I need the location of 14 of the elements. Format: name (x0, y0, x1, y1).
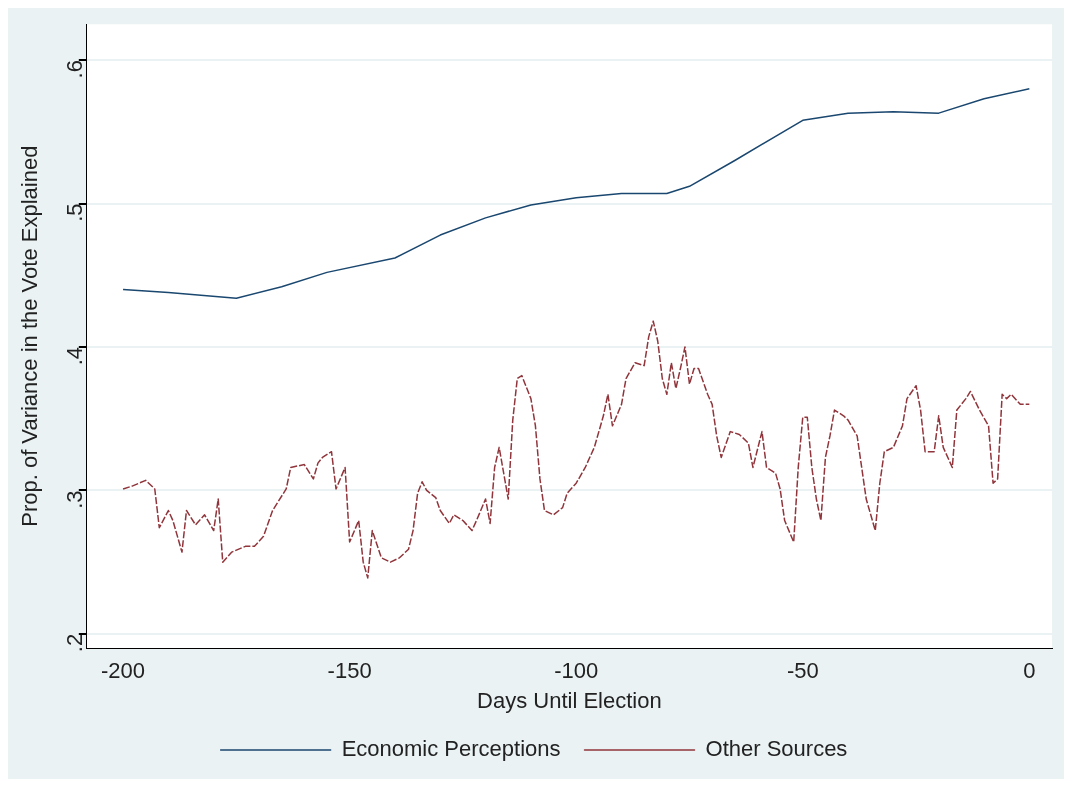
x-tick-label: -200 (101, 658, 146, 684)
legend-label: Economic Perceptions (341, 736, 561, 762)
x-tick-label: 0 (1023, 658, 1036, 684)
y-tick-label: .4 (61, 346, 87, 366)
x-axis-title: Days Until Election (477, 687, 662, 713)
y-tick-label: .5 (61, 203, 87, 222)
y-tick-label: .6 (61, 60, 87, 79)
y-axis-title: Prop. of Variance in the Vote Explained (17, 145, 43, 527)
x-tick-label: -50 (786, 658, 819, 684)
legend-label: Other Sources (705, 736, 848, 762)
y-tick-label: .3 (61, 490, 87, 509)
x-tick-label: -150 (327, 658, 372, 684)
x-tick-label: -100 (554, 658, 599, 684)
y-tick-label: .2 (61, 633, 87, 653)
